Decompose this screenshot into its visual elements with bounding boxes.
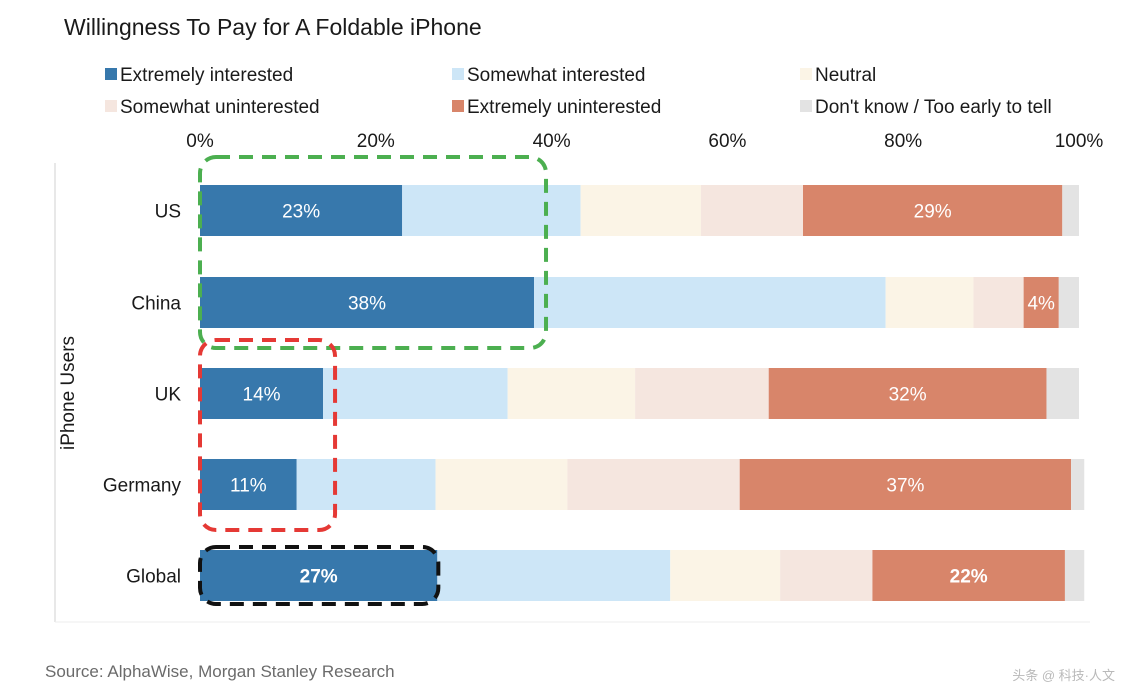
data-label: 29% — [914, 202, 952, 223]
bar-segment — [323, 368, 508, 419]
data-label: 37% — [886, 476, 924, 497]
legend-swatch — [800, 68, 812, 80]
bar-segment — [973, 277, 1024, 328]
bar-segment — [872, 550, 1065, 601]
bar-segment — [885, 277, 974, 328]
category-label: China — [131, 294, 181, 315]
bar-segment — [670, 550, 781, 601]
bar-segment — [435, 459, 568, 510]
source-note: Source: AlphaWise, Morgan Stanley Resear… — [45, 662, 395, 681]
legend-swatch — [452, 100, 464, 112]
bar-segment — [1064, 550, 1085, 601]
highlight-box — [198, 545, 441, 606]
bar-segment — [200, 368, 324, 419]
watermark: 头条 @ 科技·人文 — [1012, 668, 1115, 683]
legend-swatch — [105, 68, 117, 80]
bar-segment — [567, 459, 740, 510]
bar-segment — [635, 368, 769, 419]
legend-swatch — [800, 100, 812, 112]
highlight-box — [198, 155, 549, 350]
legend-item-label: Somewhat uninterested — [120, 97, 320, 118]
bar-segment — [1023, 277, 1059, 328]
bar-segment — [200, 277, 535, 328]
legend-swatch — [452, 68, 464, 80]
data-label: 38% — [348, 294, 386, 315]
data-label: 14% — [243, 385, 281, 406]
bar-segment — [802, 185, 1063, 236]
bar-segment — [768, 368, 1047, 419]
x-tick-label: 100% — [1055, 131, 1104, 152]
highlight-box — [198, 338, 338, 532]
legend-item-label: Neutral — [815, 65, 876, 86]
legend: Extremely interested Somewhat interested N… — [105, 65, 1052, 118]
data-label: 11% — [230, 476, 267, 497]
bar-segment — [296, 459, 436, 510]
legend-item-label: Extremely interested — [120, 65, 293, 86]
category-label: Germany — [103, 476, 182, 497]
bar-segment — [437, 550, 671, 601]
data-label: 32% — [889, 385, 927, 406]
y-axis-label: iPhone Users — [58, 336, 79, 450]
legend-swatch — [105, 100, 117, 112]
x-tick-label: 80% — [884, 131, 922, 152]
x-tick-label: 20% — [357, 131, 395, 152]
bar-segment — [739, 459, 1072, 510]
bar-segment — [200, 550, 438, 601]
bar-segment — [701, 185, 803, 236]
bar-segment — [534, 277, 886, 328]
bar-segment — [200, 459, 297, 510]
bar-segment — [1058, 277, 1079, 328]
data-label: 27% — [300, 567, 338, 588]
highlight-boxes — [198, 155, 549, 606]
x-tick-label: 0% — [186, 131, 214, 152]
x-axis-ticks: 0% 20% 40% 60% 80% 100% — [186, 131, 1103, 152]
data-label: 22% — [950, 567, 988, 588]
bar-segment — [507, 368, 636, 419]
bar-segment — [1046, 368, 1079, 419]
x-tick-label: 40% — [533, 131, 571, 152]
legend-item-label: Extremely uninterested — [467, 97, 661, 118]
legend-item-label: Somewhat interested — [467, 65, 646, 86]
bar-segment — [402, 185, 581, 236]
x-tick-label: 60% — [708, 131, 746, 152]
bar-segment — [200, 185, 403, 236]
bar-segment — [1071, 459, 1085, 510]
legend-item-label: Don't know / Too early to tell — [815, 97, 1052, 118]
category-label: UK — [155, 385, 182, 406]
bars: US 23% 29% China 38% 4% UK 14% 32% Germany 11% 37% G… — [103, 185, 1085, 601]
data-label: 4% — [1027, 294, 1055, 315]
category-label: US — [155, 202, 181, 223]
bar-segment — [1062, 185, 1079, 236]
data-label: 23% — [282, 202, 320, 223]
category-label: Global — [126, 567, 181, 588]
bar-segment — [780, 550, 873, 601]
bar-segment — [580, 185, 702, 236]
chart-title: Willingness To Pay for A Foldable iPhone — [64, 14, 482, 40]
